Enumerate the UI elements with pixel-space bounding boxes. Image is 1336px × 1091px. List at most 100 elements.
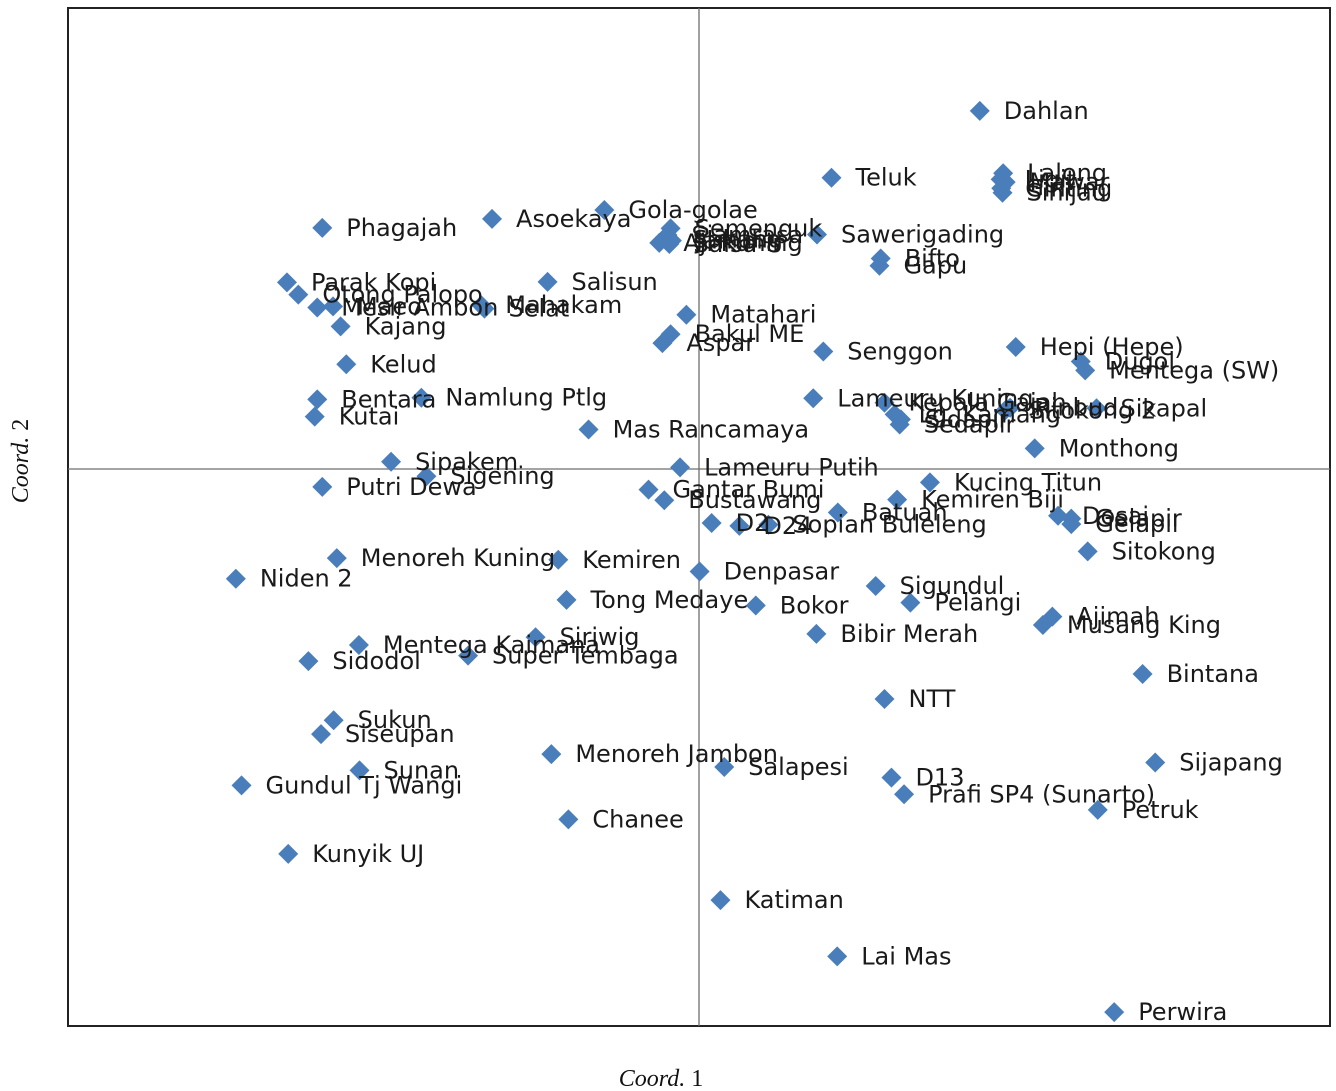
- data-point-marker: [806, 623, 827, 644]
- data-point-label: Rinbud: [1034, 394, 1118, 422]
- data-point-label: Siamrasa: [691, 221, 803, 249]
- data-point-label: Sipakem: [415, 448, 518, 476]
- data-point-label: Sukun: [358, 706, 432, 734]
- data-point-label: Kemiren Biji: [921, 486, 1064, 514]
- data-point-marker: [654, 490, 675, 511]
- data-point-label: Lg. Kamang: [919, 400, 1061, 428]
- data-point-marker: [278, 843, 299, 864]
- data-point-label: Bibir Merah: [840, 620, 978, 648]
- data-point-label: Sunan: [384, 756, 460, 784]
- data-point-marker: [758, 514, 779, 535]
- data-point-marker: [676, 304, 697, 325]
- data-point-marker: [578, 419, 599, 440]
- data-point-marker: [381, 451, 402, 472]
- data-point-marker: [865, 575, 886, 596]
- data-point-label: Mentega (SW): [1109, 356, 1279, 384]
- data-point-marker: [729, 515, 750, 536]
- data-point-marker: [806, 224, 827, 245]
- data-point-marker: [231, 775, 252, 796]
- data-point-marker: [803, 388, 824, 409]
- data-point-label: Kucing Titun: [954, 468, 1102, 496]
- x-axis-title: Coord. 1: [619, 1066, 703, 1091]
- data-point-marker: [225, 568, 246, 589]
- data-point-label: Salapesi: [748, 753, 849, 781]
- data-point-label: Monthong: [1059, 434, 1179, 462]
- data-point-label: Mahakam: [505, 291, 622, 319]
- data-point-marker: [474, 298, 495, 319]
- data-point-label: Dugol: [1105, 347, 1175, 375]
- data-point-marker: [594, 199, 615, 220]
- data-point-label: Prafi SP4 (Sunarto): [928, 780, 1155, 808]
- data-point-marker: [1000, 397, 1021, 418]
- data-point-marker: [894, 784, 915, 805]
- data-point-marker: [1104, 1002, 1125, 1023]
- data-point-label: Ginting: [1025, 174, 1112, 202]
- data-point-label: Dosai: [1082, 502, 1149, 530]
- data-point-marker: [661, 230, 682, 251]
- data-point-label: Super Tembaga: [492, 642, 679, 670]
- data-point-marker: [670, 457, 691, 478]
- data-point-label: Matahari: [710, 301, 816, 329]
- data-point-marker: [548, 549, 569, 570]
- data-point-marker: [1145, 752, 1166, 773]
- data-point-label: Sawerigading: [841, 221, 1004, 249]
- data-point-marker: [710, 890, 731, 911]
- data-point-label: Dahlan: [1004, 97, 1089, 125]
- data-point-label: Kelud: [370, 350, 436, 378]
- data-point-marker: [307, 297, 328, 318]
- data-point-label: Bintana: [1167, 660, 1259, 688]
- data-point-label: Otong Palopo: [322, 281, 482, 309]
- data-point-label: Jambi: [694, 227, 763, 255]
- data-point-label: Senggon: [847, 337, 953, 365]
- data-point-label: Sijapang: [1179, 749, 1283, 777]
- data-point-marker: [889, 414, 910, 435]
- data-point-marker: [813, 341, 834, 362]
- data-point-marker: [714, 756, 735, 777]
- data-point-label: Maeo: [357, 292, 422, 320]
- data-point-marker: [558, 809, 579, 830]
- data-point-marker: [869, 255, 890, 276]
- data-point-marker: [311, 724, 332, 745]
- data-point-marker: [323, 296, 344, 317]
- data-point-label: Menoreh Jambon: [575, 740, 778, 768]
- data-point-marker: [1032, 614, 1053, 635]
- data-point-label: Parak Kopi: [311, 268, 436, 296]
- data-point-label: Sedapir: [924, 410, 1016, 438]
- data-point-marker: [745, 595, 766, 616]
- data-point-marker: [541, 744, 562, 765]
- data-point-label: Salsa-8: [693, 230, 781, 258]
- data-point-label: Sigundul: [900, 572, 1005, 600]
- data-point-label: Petruk: [1122, 796, 1199, 824]
- data-point-label: Siseupan: [345, 720, 455, 748]
- data-point-label: Batuah: [862, 498, 948, 526]
- data-point-label: Bakul ME: [695, 320, 805, 348]
- data-point-marker: [887, 489, 908, 510]
- data-point-label: Teluk: [855, 164, 917, 192]
- data-point-label: Aspar: [686, 329, 755, 357]
- data-point-marker: [1087, 799, 1108, 820]
- data-point-marker: [969, 100, 990, 121]
- data-point-marker: [330, 316, 351, 337]
- data-point-label: Aji Kuning: [683, 229, 802, 257]
- data-point-label: Lalong: [1027, 159, 1107, 187]
- data-point-label: Bifto: [905, 244, 960, 272]
- data-point-label: Chanee: [592, 805, 683, 833]
- data-point-label: D13: [915, 764, 964, 792]
- data-point-label: Mawar: [1030, 168, 1110, 196]
- data-point-marker: [1005, 337, 1026, 358]
- data-point-label: Gapu: [903, 252, 967, 280]
- y-axis-title: Coord. 2: [8, 419, 34, 503]
- data-point-marker: [556, 589, 577, 610]
- data-point-label: Musang King: [1067, 611, 1221, 639]
- data-point-label: Ajimah: [1076, 603, 1159, 631]
- data-point-label: Gantar Bumi: [673, 476, 825, 504]
- data-point-label: Pelangi: [934, 589, 1021, 617]
- data-point-label: Katiman: [744, 886, 843, 914]
- data-point-marker: [1077, 541, 1098, 562]
- data-point-marker: [276, 272, 297, 293]
- data-point-marker: [298, 651, 319, 672]
- data-point-label: Ligit: [1025, 165, 1076, 193]
- data-point-marker: [900, 592, 921, 613]
- data-point-label: Mas Rancamaya: [613, 415, 810, 443]
